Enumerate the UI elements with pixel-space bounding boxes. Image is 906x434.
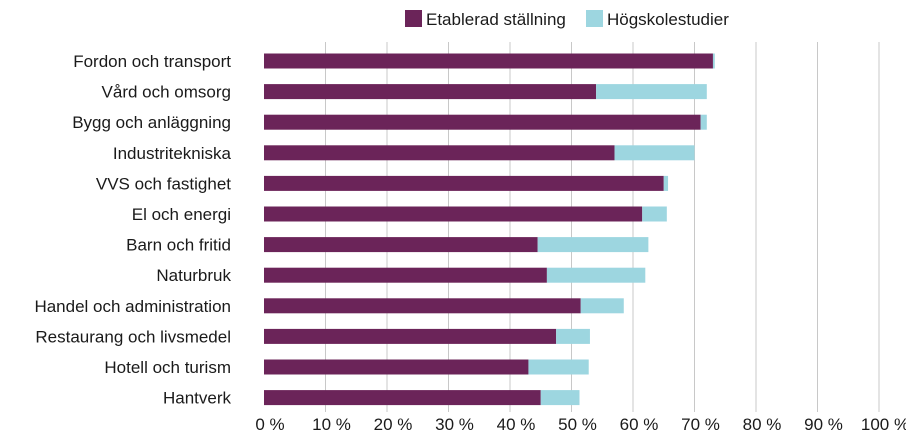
bar-h-gskolestudier-vvs-och-fastighet bbox=[663, 175, 669, 191]
bar-h-gskolestudier-hantverk bbox=[540, 390, 580, 406]
category-label-handel-och-administration: Handel och administration bbox=[34, 297, 231, 316]
category-label-restaurang-och-livsmedel: Restaurang och livsmedel bbox=[35, 327, 231, 346]
legend-label-etablerad: Etablerad ställning bbox=[426, 10, 566, 29]
category-label-fordon-och-transport: Fordon och transport bbox=[73, 52, 231, 71]
x-tick-label: 20 % bbox=[374, 415, 413, 434]
x-tick-label: 30 % bbox=[435, 415, 474, 434]
bar-etablerad-st-llning-vvs-och-fastighet bbox=[264, 175, 664, 191]
x-tick-label: 0 % bbox=[255, 415, 284, 434]
x-tick-label: 50 % bbox=[558, 415, 597, 434]
x-tick-label: 70 % bbox=[681, 415, 720, 434]
x-tick-label: 100 % bbox=[861, 415, 906, 434]
category-label-industritekniska: Industritekniska bbox=[113, 144, 232, 163]
x-tick-label: 90 % bbox=[804, 415, 843, 434]
x-tick-labels: 0 % 10 % 20 % 30 % 40 % 50 % 60 % 70 % 80 % 90 % 1… bbox=[255, 415, 906, 434]
category-label-barn-och-fritid: Barn och fritid bbox=[126, 236, 231, 255]
bar-h-gskolestudier-barn-och-fritid bbox=[537, 237, 649, 253]
category-label-vvs-och-fastighet: VVS och fastighet bbox=[96, 174, 231, 193]
category-label-naturbruk: Naturbruk bbox=[156, 266, 231, 285]
bar-h-gskolestudier-restaurang-och-livsmedel bbox=[556, 328, 590, 344]
bar-h-gskolestudier-v-rd-och-omsorg bbox=[596, 84, 707, 100]
x-tick-label: 80 % bbox=[743, 415, 782, 434]
category-label-hotell-och-turism: Hotell och turism bbox=[104, 358, 231, 377]
bar-etablerad-st-llning-barn-och-fritid bbox=[264, 237, 538, 253]
x-tick-label: 60 % bbox=[620, 415, 659, 434]
bar-h-gskolestudier-el-och-energi bbox=[642, 206, 667, 222]
bar-h-gskolestudier-hotell-och-turism bbox=[528, 359, 589, 375]
bar-etablerad-st-llning-el-och-energi bbox=[264, 206, 643, 222]
category-label-el-och-energi: El och energi bbox=[132, 205, 231, 224]
category-labels: Fordon och transport Vård och omsorg Bygg … bbox=[34, 52, 231, 408]
bar-h-gskolestudier-fordon-och-transport bbox=[712, 53, 715, 69]
category-label-v-rd-och-omsorg: Vård och omsorg bbox=[102, 83, 231, 102]
bar-etablerad-st-llning-hotell-och-turism bbox=[264, 359, 529, 375]
bar-etablerad-st-llning-handel-och-administration bbox=[264, 298, 581, 314]
bar-etablerad-st-llning-naturbruk bbox=[264, 267, 547, 283]
bar-etablerad-st-llning-fordon-och-transport bbox=[264, 53, 713, 69]
bars bbox=[264, 53, 715, 406]
bar-etablerad-st-llning-restaurang-och-livsmedel bbox=[264, 328, 557, 344]
bar-etablerad-st-llning-hantverk bbox=[264, 390, 541, 406]
x-tick-label: 40 % bbox=[497, 415, 536, 434]
x-tick-label: 10 % bbox=[312, 415, 351, 434]
bar-etablerad-st-llning-bygg-och-anl-ggning bbox=[264, 114, 701, 130]
legend-swatch-hogskolestudier bbox=[586, 10, 603, 27]
bar-h-gskolestudier-handel-och-administration bbox=[580, 298, 624, 314]
legend-label-hogskolestudier: Högskolestudier bbox=[607, 10, 729, 29]
category-label-hantverk: Hantverk bbox=[163, 389, 232, 408]
bar-h-gskolestudier-bygg-och-anl-ggning bbox=[700, 114, 707, 130]
legend: Etablerad ställning Högskolestudier bbox=[405, 10, 729, 29]
bar-h-gskolestudier-industritekniska bbox=[614, 145, 695, 161]
bar-h-gskolestudier-naturbruk bbox=[546, 267, 646, 283]
bar-etablerad-st-llning-industritekniska bbox=[264, 145, 615, 161]
gridlines bbox=[325, 42, 880, 412]
legend-swatch-etablerad bbox=[405, 10, 422, 27]
bar-etablerad-st-llning-v-rd-och-omsorg bbox=[264, 84, 597, 100]
category-label-bygg-och-anl-ggning: Bygg och anläggning bbox=[72, 113, 231, 132]
